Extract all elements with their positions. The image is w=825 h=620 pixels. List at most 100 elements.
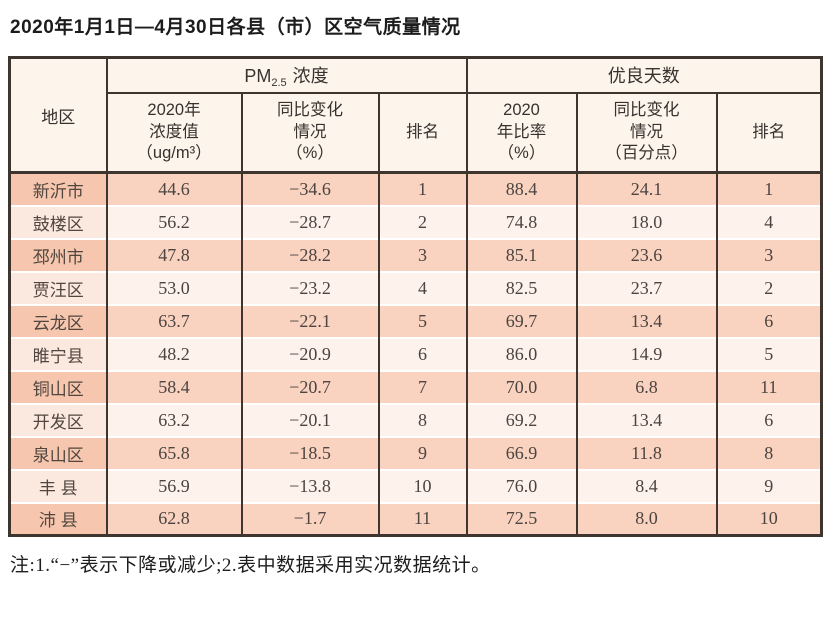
cell-region: 沛 县 (8, 501, 108, 536)
cell-region: 铜山区 (8, 369, 108, 404)
cell-pm-rank: 6 (377, 336, 468, 371)
pm25-prefix: PM (244, 65, 272, 86)
pm25-suffix: 浓度 (292, 65, 329, 86)
table-row: 鼓楼区 56.2 −28.7 2 74.8 18.0 4 (8, 204, 823, 239)
cell-ratio-rank: 5 (715, 336, 823, 371)
table-row: 泉山区 65.8 −18.5 9 66.9 11.8 8 (8, 435, 823, 470)
table-row: 沛 县 62.8 −1.7 11 72.5 8.0 10 (8, 501, 823, 536)
cell-pm-rank: 2 (377, 204, 468, 239)
cell-pm-change: −22.1 (240, 303, 380, 338)
table-body: 新沂市 44.6 −34.6 1 88.4 24.1 1 鼓楼区 56.2 −2… (8, 171, 823, 536)
cell-pm-change: −28.2 (240, 237, 380, 272)
cell-ratio: 76.0 (465, 468, 578, 503)
table-header: 地区 PM2.5 浓度 优良天数 2020年 浓度值 （ug/m³） 同比变化 情… (8, 57, 823, 174)
cell-ratio-change: 13.4 (575, 303, 718, 338)
cell-pm-value: 44.6 (105, 171, 243, 206)
header-pm-change: 同比变化 情况 （%） (240, 92, 380, 174)
cell-ratio: 70.0 (465, 369, 578, 404)
cell-pm-change: −23.2 (240, 270, 380, 305)
cell-ratio: 74.8 (465, 204, 578, 239)
cell-pm-rank: 9 (377, 435, 468, 470)
cell-region: 泉山区 (8, 435, 108, 470)
cell-ratio-rank: 9 (715, 468, 823, 503)
cell-ratio-rank: 4 (715, 204, 823, 239)
cell-pm-change: −1.7 (240, 501, 380, 536)
cell-pm-value: 58.4 (105, 369, 243, 404)
cell-region: 邳州市 (8, 237, 108, 272)
cell-pm-value: 63.2 (105, 402, 243, 437)
header-sub-row: 2020年 浓度值 （ug/m³） 同比变化 情况 （%） 排名 2020 年比… (10, 92, 823, 174)
cell-pm-rank: 1 (377, 171, 468, 206)
cell-pm-value: 53.0 (105, 270, 243, 305)
page: 2020年1月1日—4月30日各县（市）区空气质量情况 地区 PM2.5 浓度 优… (8, 17, 824, 576)
cell-ratio: 88.4 (465, 171, 578, 206)
cell-pm-rank: 11 (377, 501, 468, 536)
cell-pm-change: −13.8 (240, 468, 380, 503)
cell-region: 睢宁县 (8, 336, 108, 371)
header-ratio-change: 同比变化 情况 （百分点） (575, 92, 718, 174)
cell-ratio-change: 6.8 (575, 369, 718, 404)
cell-ratio-rank: 11 (715, 369, 823, 404)
table-row: 云龙区 63.7 −22.1 5 69.7 13.4 6 (8, 303, 823, 338)
footnote: 注:1.“−”表示下降或减少;2.表中数据采用实况数据统计。 (10, 555, 491, 576)
table-row: 睢宁县 48.2 −20.9 6 86.0 14.9 5 (8, 336, 823, 371)
cell-ratio-rank: 6 (715, 402, 823, 437)
cell-ratio-change: 23.7 (575, 270, 718, 305)
cell-pm-change: −28.7 (240, 204, 380, 239)
cell-ratio-rank: 10 (715, 501, 823, 536)
cell-region: 新沂市 (8, 171, 108, 206)
cell-ratio-rank: 1 (715, 171, 823, 206)
header-ratio-rank: 排名 (715, 92, 823, 174)
cell-ratio-change: 23.6 (575, 237, 718, 272)
cell-pm-value: 48.2 (105, 336, 243, 371)
cell-pm-change: −20.7 (240, 369, 380, 404)
table-row: 新沂市 44.6 −34.6 1 88.4 24.1 1 (8, 171, 823, 206)
cell-region: 贾汪区 (8, 270, 108, 305)
header-region: 地区 (8, 57, 108, 174)
header-pm-rank: 排名 (377, 92, 468, 174)
cell-ratio: 72.5 (465, 501, 578, 536)
table-row: 邳州市 47.8 −28.2 3 85.1 23.6 3 (8, 237, 823, 272)
cell-pm-change: −20.9 (240, 336, 380, 371)
cell-region: 开发区 (8, 402, 108, 437)
table-row: 丰 县 56.9 −13.8 10 76.0 8.4 9 (8, 468, 823, 503)
cell-ratio: 69.2 (465, 402, 578, 437)
cell-pm-rank: 5 (377, 303, 468, 338)
cell-ratio: 66.9 (465, 435, 578, 470)
cell-pm-rank: 8 (377, 402, 468, 437)
page-title: 2020年1月1日—4月30日各县（市）区空气质量情况 (10, 17, 461, 38)
cell-ratio: 85.1 (465, 237, 578, 272)
cell-ratio: 86.0 (465, 336, 578, 371)
cell-region: 云龙区 (8, 303, 108, 338)
cell-pm-value: 65.8 (105, 435, 243, 470)
cell-region: 丰 县 (8, 468, 108, 503)
header-group-row: 地区 PM2.5 浓度 优良天数 (8, 57, 823, 174)
header-pm-value: 2020年 浓度值 （ug/m³） (105, 92, 243, 174)
cell-ratio-change: 8.0 (575, 501, 718, 536)
cell-ratio-change: 14.9 (575, 336, 718, 371)
cell-pm-change: −18.5 (240, 435, 380, 470)
header-ratio: 2020 年比率 （%） (465, 92, 578, 174)
cell-pm-value: 56.9 (105, 468, 243, 503)
table-row: 开发区 63.2 −20.1 8 69.2 13.4 6 (8, 402, 823, 437)
cell-ratio-change: 18.0 (575, 204, 718, 239)
cell-pm-value: 63.7 (105, 303, 243, 338)
cell-ratio: 69.7 (465, 303, 578, 338)
cell-pm-value: 56.2 (105, 204, 243, 239)
cell-ratio-rank: 8 (715, 435, 823, 470)
cell-pm-change: −34.6 (240, 171, 380, 206)
cell-pm-rank: 4 (377, 270, 468, 305)
cell-pm-rank: 10 (377, 468, 468, 503)
cell-pm-value: 62.8 (105, 501, 243, 536)
cell-ratio-rank: 3 (715, 237, 823, 272)
cell-ratio: 82.5 (465, 270, 578, 305)
cell-ratio-change: 24.1 (575, 171, 718, 206)
air-quality-table: 地区 PM2.5 浓度 优良天数 2020年 浓度值 （ug/m³） 同比变化 情… (8, 56, 824, 537)
cell-ratio-change: 11.8 (575, 435, 718, 470)
table-row: 铜山区 58.4 −20.7 7 70.0 6.8 11 (8, 369, 823, 404)
cell-pm-rank: 3 (377, 237, 468, 272)
cell-ratio-rank: 2 (715, 270, 823, 305)
cell-ratio-rank: 6 (715, 303, 823, 338)
header-group-good-days: 优良天数 (465, 57, 823, 94)
table-row: 贾汪区 53.0 −23.2 4 82.5 23.7 2 (8, 270, 823, 305)
